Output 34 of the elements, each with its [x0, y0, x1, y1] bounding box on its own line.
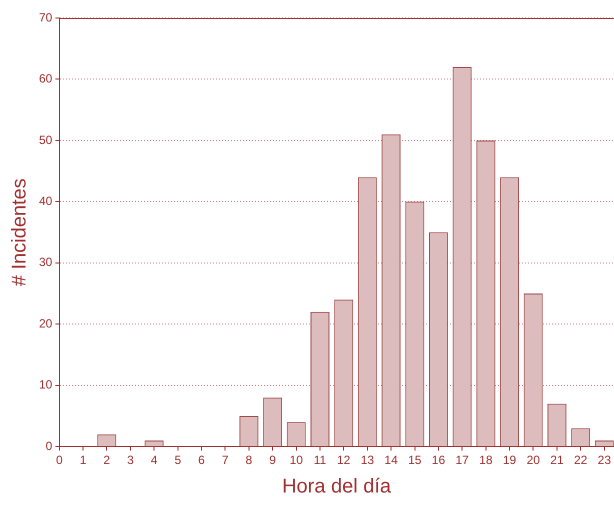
x-tick-label: 1 [80, 453, 87, 468]
x-tick-label: 10 [290, 453, 304, 468]
y-tick-label: 20 [38, 316, 53, 330]
x-tick-label: 19 [502, 453, 517, 468]
y-tick-label: 40 [38, 194, 53, 208]
x-tick-label: 22 [574, 453, 588, 468]
x-tick-label: 23 [598, 453, 612, 468]
x-tick-label: 3 [127, 453, 134, 468]
x-tick-label: 15 [408, 453, 422, 468]
x-tick-label: 5 [174, 453, 182, 468]
y-tick-label: 70 [38, 10, 53, 24]
x-tick-label: 11 [314, 453, 327, 468]
x-tick-label: 20 [526, 453, 540, 468]
x-tick-label: 18 [479, 453, 493, 468]
x-tick-label: 16 [432, 453, 446, 468]
x-tick-label: 4 [150, 453, 158, 468]
x-axis-title: Hora del día [282, 476, 392, 498]
x-tick-label: 8 [246, 453, 253, 468]
x-tick-label: 17 [455, 453, 470, 468]
x-tick-label: 14 [384, 453, 398, 468]
x-tick-label: 12 [337, 453, 351, 468]
x-tick-label: 6 [198, 453, 206, 468]
x-tick-label: 2 [103, 453, 110, 468]
y-tick-label: 0 [46, 438, 53, 453]
x-tick-label: 21 [550, 453, 564, 468]
x-tick-label: 7 [222, 453, 229, 468]
x-tick-label: 0 [56, 453, 64, 468]
y-tick-label: 50 [38, 132, 53, 147]
y-tick-label: 30 [38, 255, 53, 270]
x-tick-label: 9 [269, 453, 276, 468]
y-axis-title: # Incidentes [8, 178, 31, 286]
x-tick-label: 13 [360, 453, 374, 468]
y-tick-label: 10 [38, 378, 53, 392]
y-tick-label: 60 [38, 72, 53, 86]
